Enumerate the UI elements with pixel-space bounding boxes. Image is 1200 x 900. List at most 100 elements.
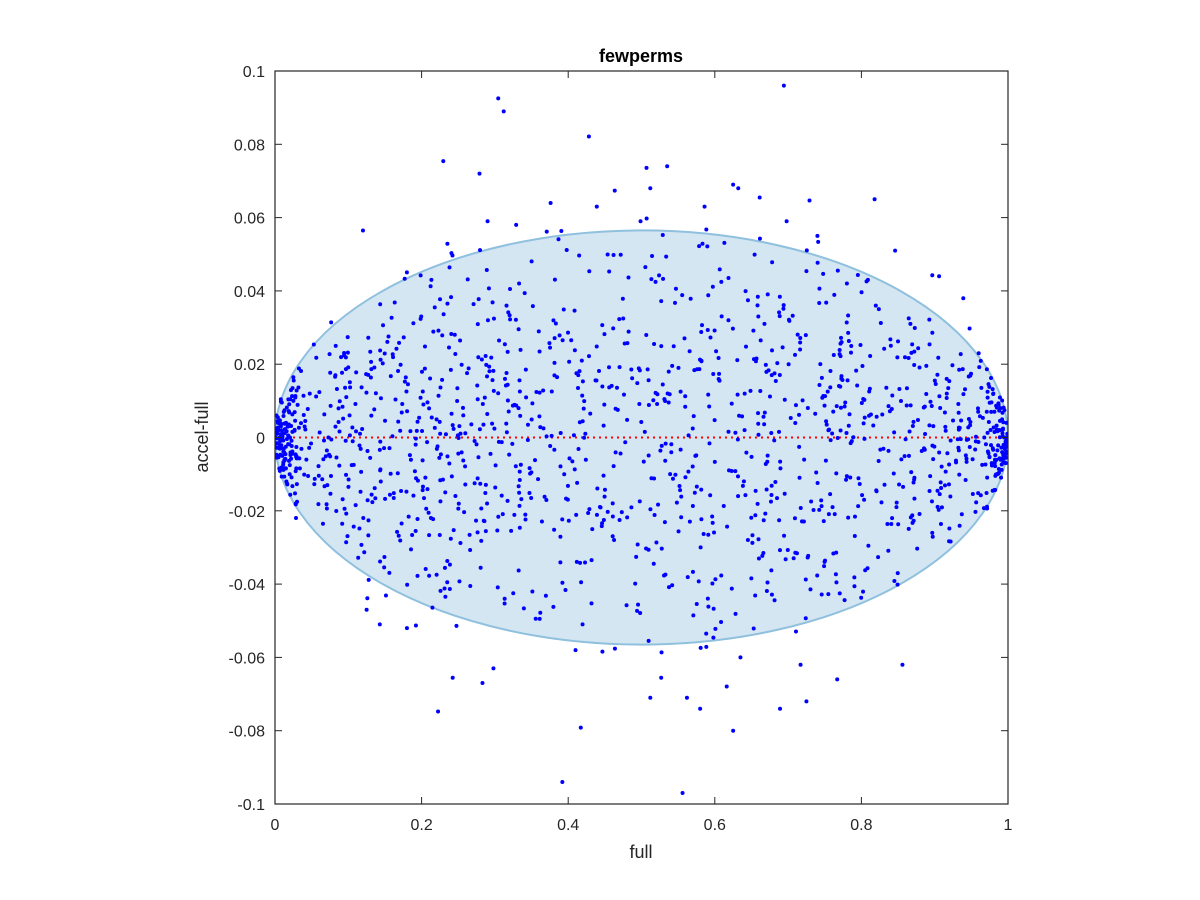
data-point [736,494,741,499]
data-point [565,483,570,488]
data-point [649,277,654,282]
data-point [293,501,298,506]
data-point [816,239,821,244]
data-point [911,518,916,523]
data-point [861,589,866,594]
data-point [342,506,347,511]
data-point [927,317,932,322]
data-point [537,616,542,621]
data-point [924,363,929,368]
data-point [983,442,988,447]
data-point [1000,417,1005,422]
data-point [663,399,668,404]
data-point [817,286,822,291]
data-point [931,424,936,429]
data-point [516,327,521,332]
data-point [283,452,288,457]
data-point [580,379,585,384]
data-point [516,406,521,411]
data-point [698,545,703,550]
data-point [404,626,409,631]
data-point [843,400,848,405]
data-point [290,451,295,456]
data-point [387,446,392,451]
data-point [665,391,670,396]
data-point [704,227,709,232]
data-point [593,378,598,383]
data-point [566,518,571,523]
data-point [985,389,990,394]
data-point [947,526,952,531]
x-tick-label: 1 [1004,817,1013,834]
data-point [590,527,595,532]
data-point [378,439,383,444]
data-point [895,355,900,360]
data-point [743,344,748,349]
data-point [872,197,877,202]
data-point [586,510,591,515]
data-point [569,338,574,343]
data-point [307,445,312,450]
data-point [316,464,321,469]
data-point [909,470,914,475]
data-point [706,392,711,397]
data-point [297,466,302,471]
data-point [360,427,365,432]
data-point [496,96,501,101]
x-tick-label: 0.4 [557,817,579,834]
data-point [671,344,676,349]
data-point [391,355,396,360]
data-point [753,488,758,493]
data-point [967,444,972,449]
data-point [1004,449,1008,454]
data-point [285,482,290,487]
data-point [832,512,837,517]
data-point [283,444,288,449]
data-point [782,397,787,402]
data-point [557,333,562,338]
data-point [440,333,445,338]
data-point [605,509,610,514]
data-point [802,457,807,462]
data-point [813,411,818,416]
data-point [299,421,304,426]
data-point [876,555,881,560]
data-point [973,434,978,439]
data-point [602,487,607,492]
data-point [388,471,393,476]
data-point [455,386,460,391]
data-point [699,517,704,522]
data-point [368,375,373,380]
data-point [418,273,423,278]
data-point [361,516,366,521]
data-point [621,316,626,321]
data-point [449,332,454,337]
data-point [583,560,588,565]
data-point [456,451,461,456]
data-point [514,403,519,408]
chart-title: fewperms [599,46,683,66]
data-point [296,425,301,430]
data-point [393,397,398,402]
data-point [777,294,782,299]
data-point [716,356,721,361]
data-point [346,477,351,482]
data-point [544,229,549,234]
data-point [970,457,975,462]
data-point [519,497,524,502]
data-point [874,414,879,419]
data-point [705,244,710,249]
data-point [649,476,654,481]
data-point [486,286,491,291]
data-point [964,456,969,461]
data-point [993,453,998,458]
data-point [806,553,811,558]
data-point [289,438,294,443]
data-point [832,292,837,297]
data-point [1000,398,1005,403]
data-point [797,412,802,417]
data-point [449,411,454,416]
data-point [708,335,713,340]
data-point [348,385,353,390]
data-point [478,248,483,253]
